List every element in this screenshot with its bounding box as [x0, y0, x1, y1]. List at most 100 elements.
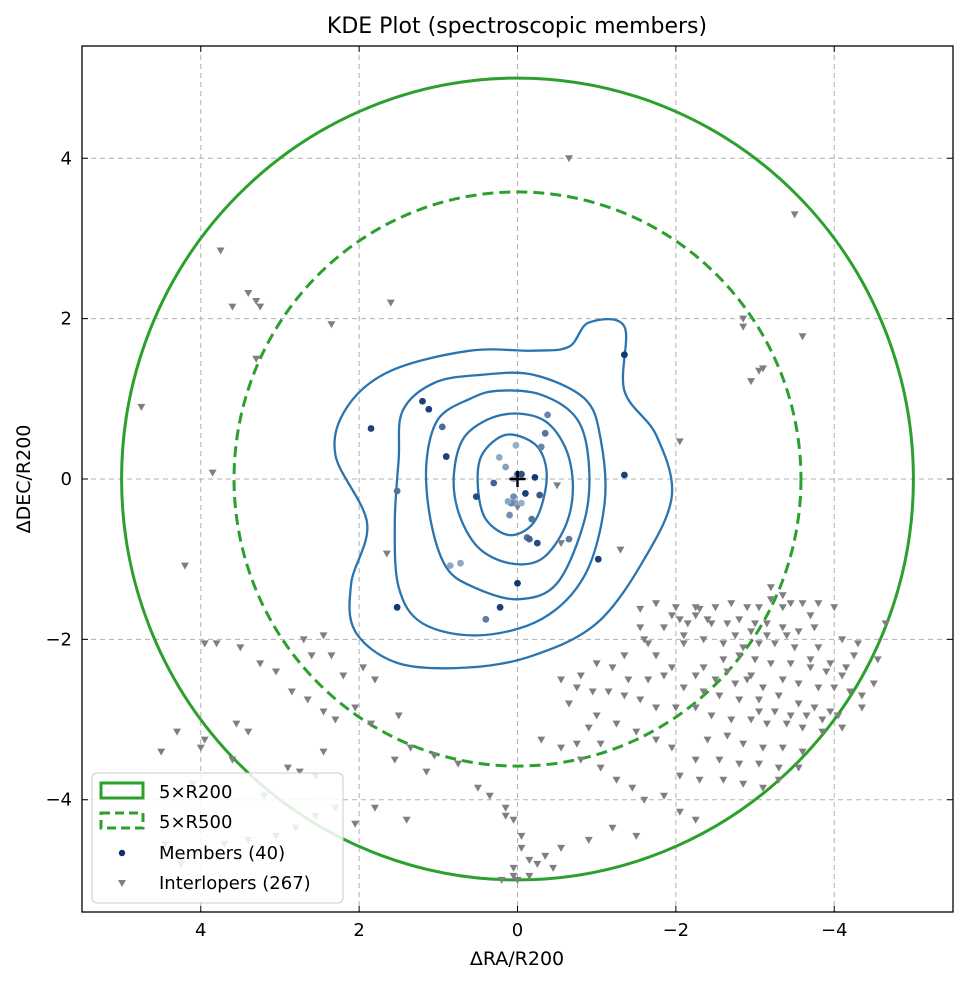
interloper-point — [842, 664, 851, 672]
interloper-point — [747, 628, 756, 636]
interloper-point — [604, 688, 613, 696]
interloper-point — [818, 716, 827, 724]
interloper-point — [755, 708, 764, 716]
interloper-point — [782, 632, 791, 640]
member-point — [482, 615, 490, 623]
x-axis-ticks: 4 2 0 −2 −4 — [195, 46, 848, 941]
interloper-point — [557, 540, 566, 548]
interloper-point — [778, 592, 787, 600]
legend-marker-members — [118, 849, 126, 857]
interloper-point — [612, 776, 621, 784]
interloper-point — [359, 664, 368, 672]
interloper-point — [723, 668, 732, 676]
interloper-point — [755, 367, 764, 375]
interloper-point — [774, 764, 783, 772]
interloper-point — [814, 644, 823, 652]
member-point — [594, 555, 602, 563]
interloper-point — [402, 816, 411, 824]
interloper-point — [501, 804, 510, 812]
interloper-point — [592, 712, 601, 720]
member-point — [425, 405, 433, 413]
interloper-point — [236, 644, 245, 652]
interloper-point — [572, 684, 581, 692]
member-point — [457, 559, 464, 567]
interloper-point — [691, 672, 700, 680]
interloper-point — [541, 852, 550, 860]
interloper-point — [703, 616, 712, 624]
interloper-point — [826, 708, 835, 716]
interloper-point — [295, 768, 304, 776]
interloper-point — [628, 784, 637, 792]
interloper-point — [497, 876, 506, 884]
interloper-point — [723, 620, 732, 628]
interloper-point — [608, 664, 617, 672]
interloper-point — [351, 704, 360, 712]
interloper-point — [810, 624, 819, 632]
interloper-point — [659, 624, 668, 632]
kde-contour-line — [393, 371, 607, 637]
interloper-point — [683, 620, 692, 628]
interloper-point — [303, 696, 312, 704]
interloper-point — [283, 764, 292, 772]
interloper-point — [758, 684, 767, 692]
interloper-point — [557, 844, 566, 852]
member-point — [514, 579, 521, 587]
interloper-point — [755, 760, 764, 768]
interloper-point — [739, 323, 748, 331]
interloper-point — [691, 604, 700, 612]
y-axis-ticks: 4 2 0 −2 −4 — [45, 148, 953, 811]
y-tick-label: 0 — [61, 469, 72, 490]
interloper-point — [252, 355, 261, 363]
interloper-point — [564, 155, 573, 163]
interloper-point — [770, 708, 779, 716]
interloper-point — [719, 776, 728, 784]
interloper-point — [367, 720, 376, 728]
interloper-point — [327, 652, 336, 660]
interloper-point — [173, 728, 182, 736]
interloper-point — [244, 728, 253, 736]
interloper-point — [608, 824, 617, 832]
member-point — [367, 425, 375, 432]
interloper-point — [806, 612, 815, 620]
member-point — [504, 498, 512, 505]
interloper-point — [386, 299, 395, 307]
interloper-point — [644, 676, 653, 684]
interloper-point — [612, 720, 621, 728]
interloper-point — [715, 756, 724, 764]
interloper-point — [826, 660, 835, 668]
interloper-point — [533, 860, 542, 868]
interloper-point — [228, 303, 237, 311]
interloper-point — [509, 816, 518, 824]
interloper-point — [731, 632, 740, 640]
interloper-point — [675, 808, 684, 816]
interloper-point — [636, 624, 645, 632]
interloper-point — [758, 365, 767, 373]
interloper-point — [640, 796, 649, 804]
interloper-point — [707, 712, 716, 720]
interloper-point — [751, 620, 760, 628]
interloper-point — [216, 247, 225, 255]
interloper-point — [778, 676, 787, 684]
interloper-point — [430, 752, 439, 760]
interloper-point — [699, 636, 708, 644]
legend-box — [91, 772, 344, 904]
member-point — [565, 535, 573, 543]
interloper-point — [390, 756, 399, 764]
y-axis-label: ΔDEC/R200 — [13, 425, 35, 534]
interloper-point — [422, 768, 431, 776]
interloper-point — [509, 872, 518, 880]
y-tick-label: −4 — [45, 790, 72, 811]
interloper-point — [485, 792, 494, 800]
interloper-point — [786, 660, 795, 668]
cluster-center-marker — [509, 471, 526, 487]
member-point — [525, 535, 533, 543]
interloper-point — [659, 672, 668, 680]
interloper-point — [679, 684, 688, 692]
member-point — [536, 491, 544, 499]
member-point — [544, 411, 551, 419]
interloper-point — [798, 748, 807, 756]
interloper-point — [782, 720, 791, 728]
interloper-point — [620, 692, 629, 700]
interloper-point — [755, 640, 764, 648]
interloper-point — [857, 692, 866, 700]
